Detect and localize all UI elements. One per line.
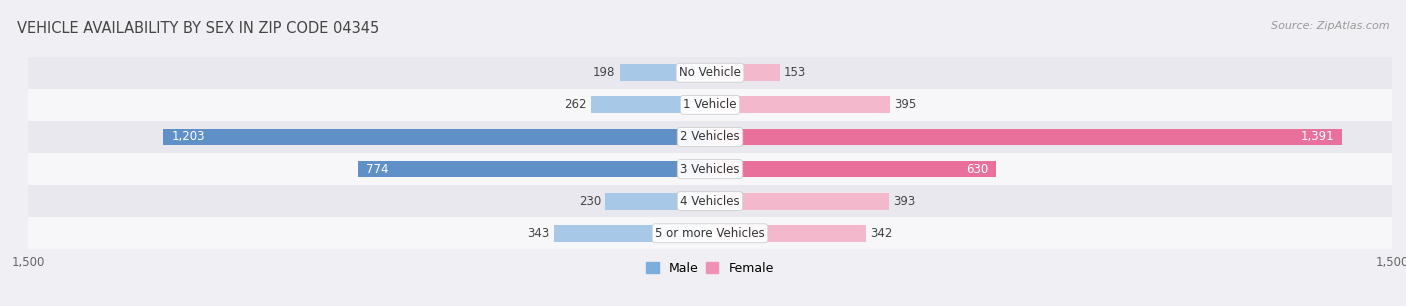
Text: 1,391: 1,391	[1301, 130, 1334, 144]
Text: 393: 393	[893, 195, 915, 208]
Text: 262: 262	[564, 98, 586, 111]
Text: 342: 342	[870, 227, 893, 240]
Bar	[606, 193, 710, 210]
Text: 4 Vehicles: 4 Vehicles	[681, 195, 740, 208]
Bar	[591, 96, 710, 113]
Text: 630: 630	[966, 162, 988, 176]
Bar	[28, 153, 1392, 185]
Bar	[359, 161, 710, 177]
Bar	[163, 129, 710, 145]
Bar	[710, 161, 997, 177]
Text: 395: 395	[894, 98, 917, 111]
Text: VEHICLE AVAILABILITY BY SEX IN ZIP CODE 04345: VEHICLE AVAILABILITY BY SEX IN ZIP CODE …	[17, 21, 380, 36]
Text: 5 or more Vehicles: 5 or more Vehicles	[655, 227, 765, 240]
Bar	[28, 185, 1392, 217]
Bar	[28, 89, 1392, 121]
Bar	[710, 96, 890, 113]
Bar	[710, 225, 866, 242]
Bar	[28, 57, 1392, 89]
Bar	[710, 129, 1343, 145]
Text: 774: 774	[367, 162, 389, 176]
Text: Source: ZipAtlas.com: Source: ZipAtlas.com	[1271, 21, 1389, 32]
Text: 1 Vehicle: 1 Vehicle	[683, 98, 737, 111]
Bar	[710, 193, 889, 210]
Bar	[620, 64, 710, 81]
Text: 3 Vehicles: 3 Vehicles	[681, 162, 740, 176]
Bar	[28, 217, 1392, 249]
Text: 343: 343	[527, 227, 550, 240]
Text: 2 Vehicles: 2 Vehicles	[681, 130, 740, 144]
Text: No Vehicle: No Vehicle	[679, 66, 741, 79]
Text: 1,203: 1,203	[172, 130, 205, 144]
Text: 230: 230	[579, 195, 600, 208]
Bar	[554, 225, 710, 242]
Text: 153: 153	[785, 66, 807, 79]
Bar	[28, 121, 1392, 153]
Legend: Male, Female: Male, Female	[641, 257, 779, 280]
Text: 198: 198	[593, 66, 616, 79]
Bar	[710, 64, 779, 81]
